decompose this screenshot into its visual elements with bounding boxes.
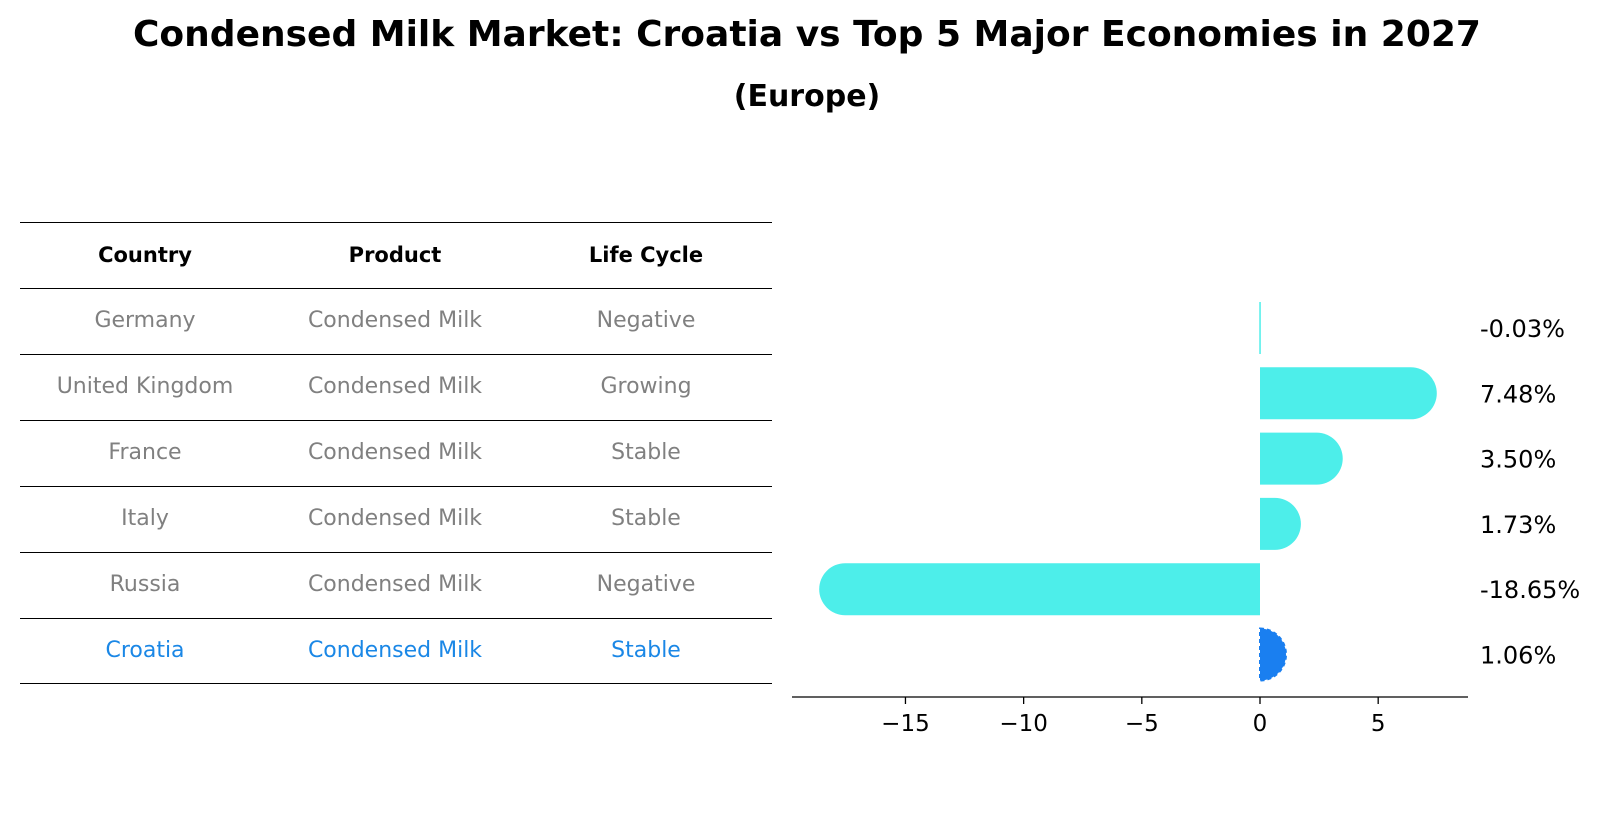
table-row: France Condensed Milk Stable	[20, 420, 772, 486]
bar-germany	[1259, 302, 1261, 354]
bar-value-label: 1.06%	[1480, 642, 1556, 670]
x-tick-label: −5	[1125, 711, 1159, 737]
x-tick-label: 0	[1253, 711, 1268, 737]
bar-value-label: -18.65%	[1480, 576, 1580, 604]
cell-product: Condensed Milk	[307, 572, 483, 597]
cell-country: Italy	[121, 506, 169, 531]
bar-value-label: 3.50%	[1480, 446, 1556, 474]
cell-life-cycle: Negative	[596, 572, 696, 597]
cell-country: France	[108, 440, 182, 465]
growth-bar-chart: -0.03% 7.48% 3.50% 1.73% -18.65% 1.06% −15 −10 −…	[792, 302, 1580, 737]
bar-france	[1260, 432, 1343, 485]
cell-life-cycle: Growing	[600, 374, 692, 399]
table-row: United Kingdom Condensed Milk Growing	[20, 354, 772, 420]
bar-croatia	[1259, 627, 1287, 682]
table-row: Russia Condensed Milk Negative	[20, 552, 772, 618]
bar-united-kingdom	[1260, 367, 1437, 420]
cell-product: Condensed Milk	[307, 638, 483, 663]
market-table: Country Product Life Cycle Germany Conde…	[20, 222, 772, 684]
table-row: Italy Condensed Milk Stable	[20, 486, 772, 552]
header-country: Country	[98, 243, 192, 267]
table-row: Germany Condensed Milk Negative	[20, 288, 772, 354]
x-tick-label: −10	[999, 711, 1048, 737]
cell-life-cycle: Negative	[596, 308, 696, 333]
bar-value-label: 1.73%	[1480, 511, 1556, 539]
cell-product: Condensed Milk	[307, 374, 483, 399]
cell-product: Condensed Milk	[307, 440, 483, 465]
cell-life-cycle: Stable	[611, 506, 681, 531]
cell-life-cycle: Stable	[611, 440, 681, 465]
table-header-row: Country Product Life Cycle	[20, 222, 772, 288]
bar-russia	[819, 563, 1260, 616]
chart-subtitle: (Europe)	[733, 79, 881, 114]
bar-value-label: -0.03%	[1480, 315, 1565, 343]
bar-italy	[1260, 497, 1301, 550]
cell-country: Germany	[94, 308, 196, 333]
header-product: Product	[348, 243, 442, 267]
cell-life-cycle: Stable	[611, 638, 681, 663]
x-tick-label: −15	[881, 711, 930, 737]
cell-product: Condensed Milk	[307, 506, 483, 531]
cell-country: Croatia	[105, 638, 185, 663]
bar-value-label: 7.48%	[1480, 380, 1556, 408]
chart-title: Condensed Milk Market: Croatia vs Top 5 …	[133, 14, 1481, 55]
table-row-highlighted: Croatia Condensed Milk Stable	[20, 618, 772, 684]
cell-product: Condensed Milk	[307, 308, 483, 333]
x-tick-label: 5	[1371, 711, 1386, 737]
cell-country: Russia	[109, 572, 181, 597]
cell-country: United Kingdom	[56, 374, 234, 399]
header-life-cycle: Life Cycle	[588, 243, 704, 267]
